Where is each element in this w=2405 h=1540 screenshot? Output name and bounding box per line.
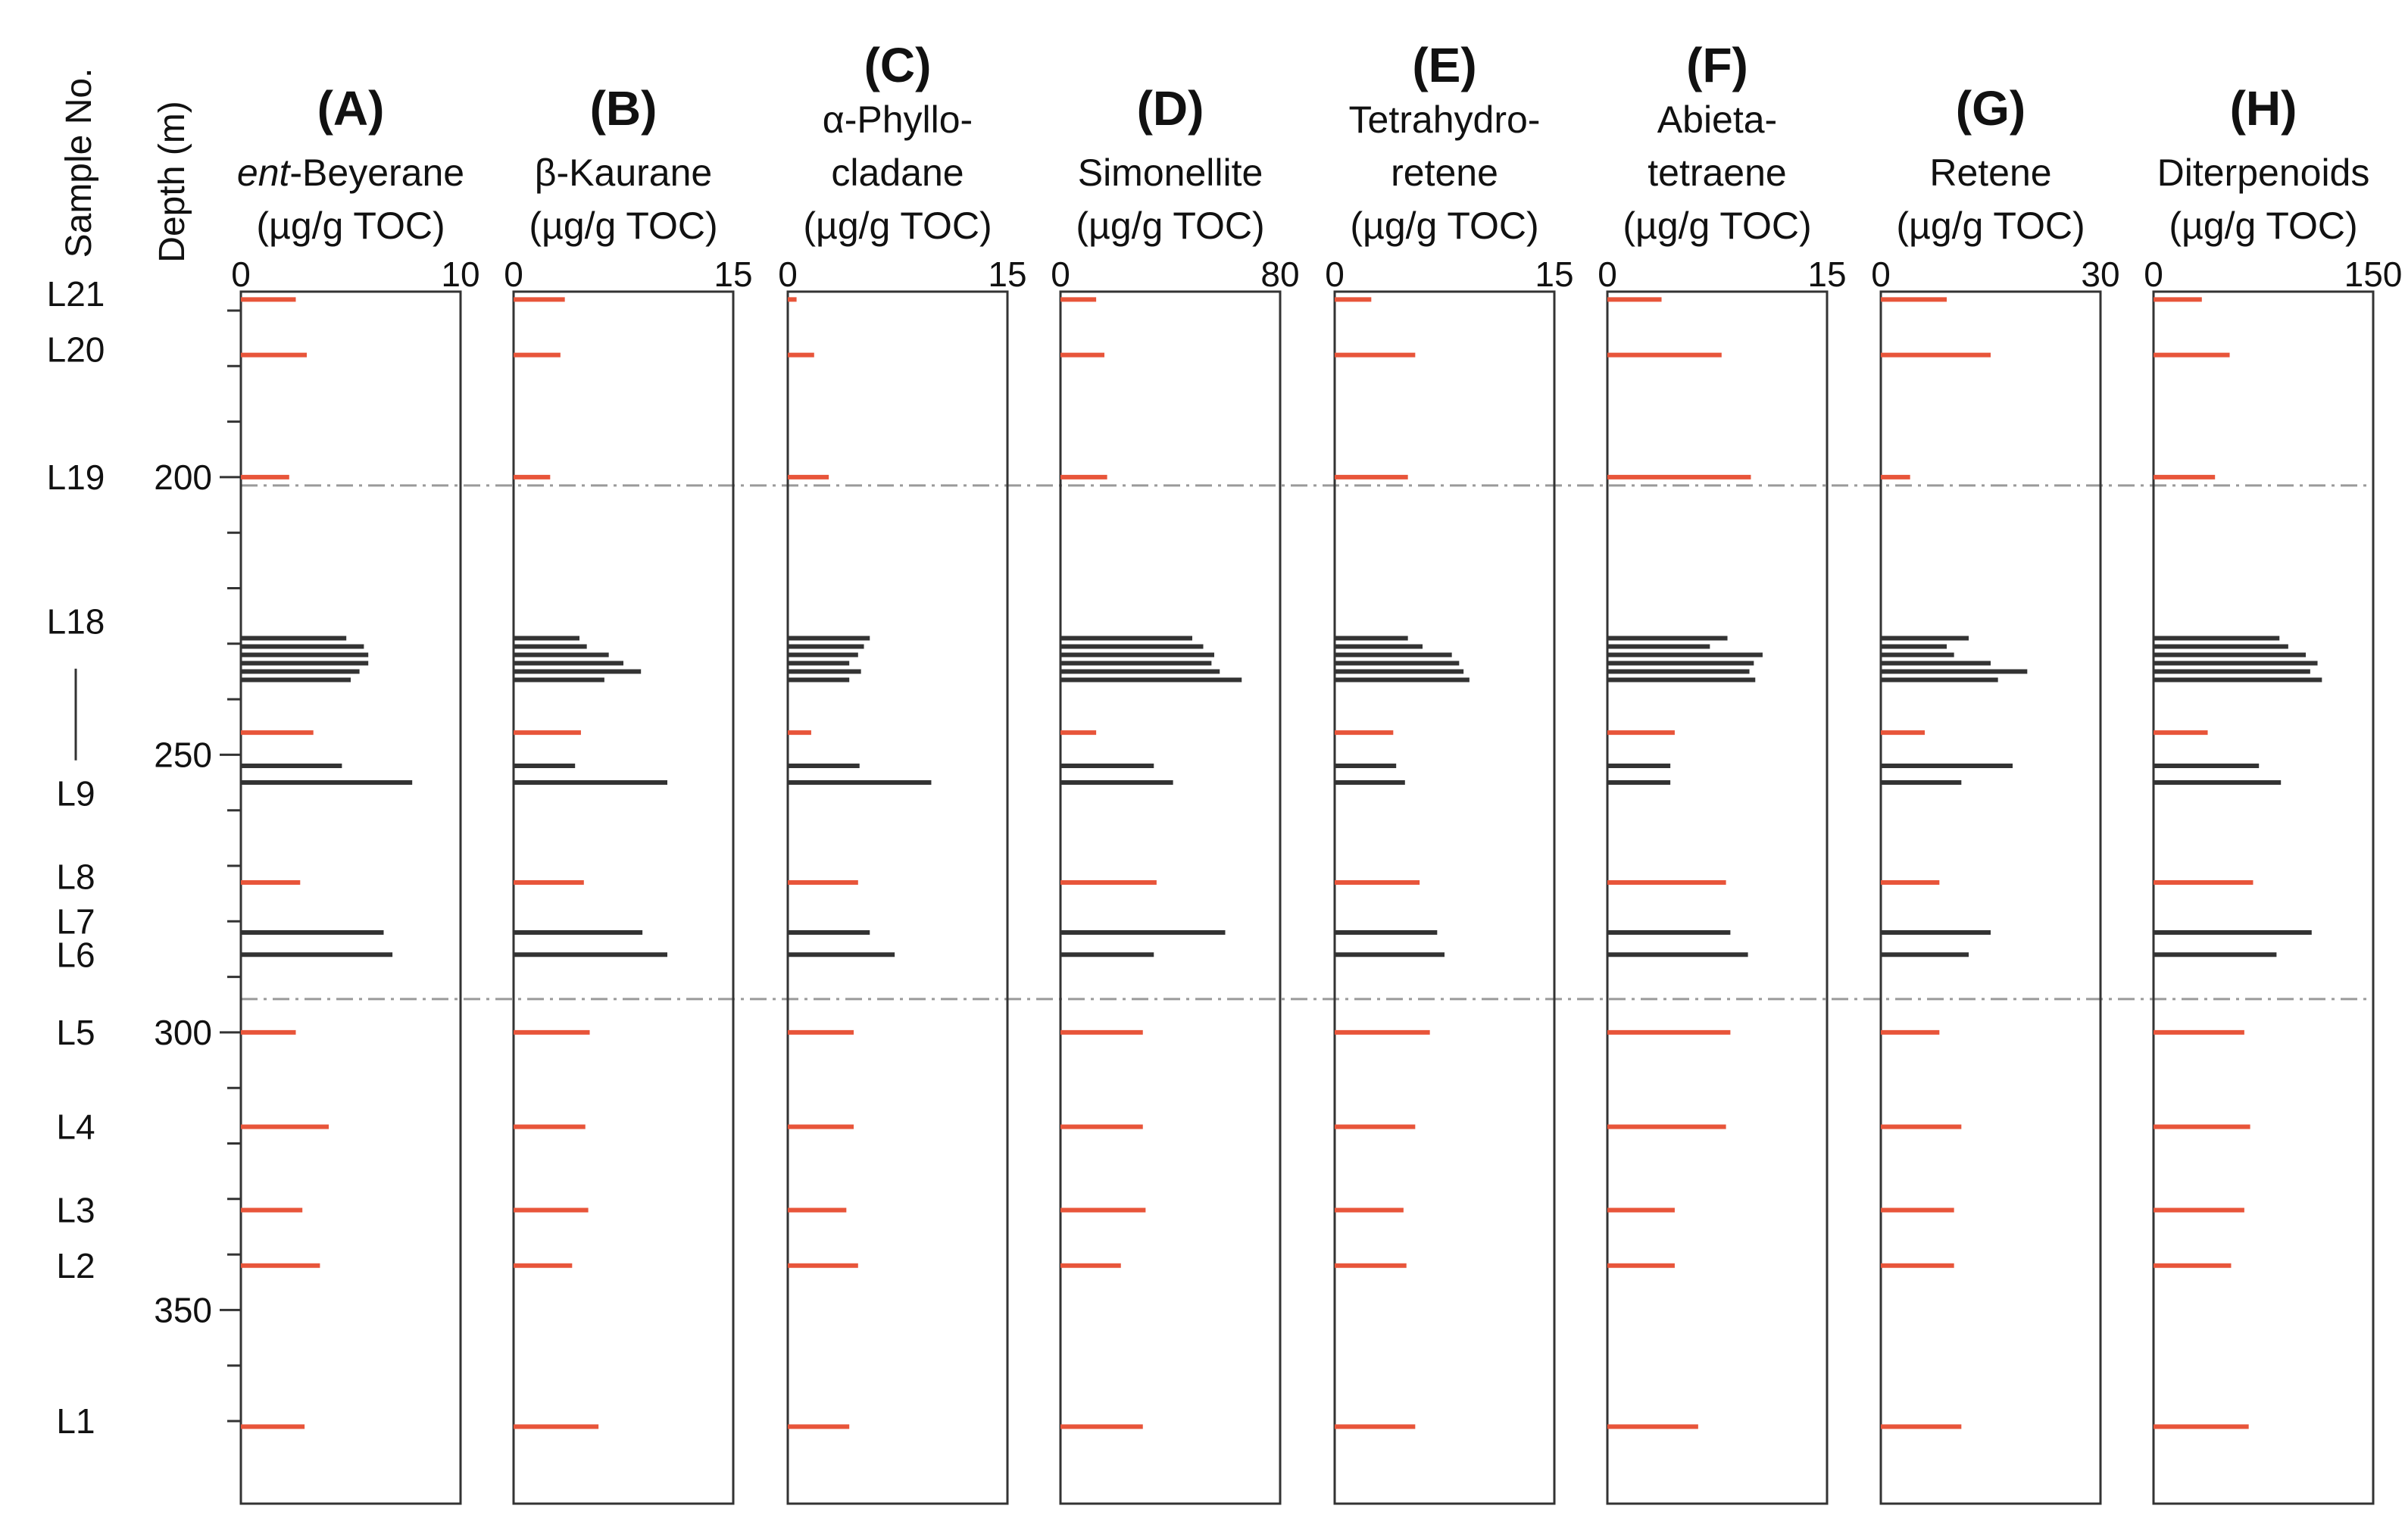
x-tick-label: 0 — [1871, 255, 1891, 294]
panel-title-line: Abieta- — [1657, 98, 1777, 141]
depth-axis-title: Depth (m) — [152, 101, 192, 262]
panel-frame — [512, 290, 735, 1505]
panel-title-line: (µg/g TOC) — [803, 205, 992, 247]
panel-letter: (G) — [1956, 81, 2026, 136]
sample-label: L5 — [56, 1013, 95, 1052]
sample-label: L2 — [56, 1246, 95, 1285]
sample-label: L21 — [47, 274, 105, 314]
panel-title-line: (µg/g TOC) — [256, 205, 445, 247]
panel-frame — [1606, 290, 1829, 1505]
sample-label: L7 — [56, 901, 95, 941]
panel: (F) Abieta-tetraene (µg/g TOC)0 15 — [1598, 38, 1847, 1505]
panels: (A)ent-Beyerane(µg/g TOC)0 10(B)β-Kaurane… — [231, 38, 2403, 1505]
panel-title-line: α-Phyllo- — [823, 98, 973, 141]
panel: (A) ent-Beyerane (µg/g TOC)0 10 — [231, 81, 480, 1505]
panel: (C) α-Phyllo-cladane (µg/g TOC)0 15 — [778, 38, 1027, 1505]
panel: (D) Simonellite (µg/g TOC)0 80 — [1051, 81, 1300, 1505]
sample-label: L8 — [56, 857, 95, 897]
panel-title-line: Retene — [1929, 152, 2051, 194]
sample-label: L6 — [56, 935, 95, 974]
x-tick-label: 0 — [1325, 255, 1345, 294]
sample-label: L19 — [47, 458, 105, 497]
depth-tick-label: 250 — [154, 735, 212, 774]
x-tick-label: 15 — [1535, 255, 1573, 294]
panel-letter: (B) — [590, 81, 657, 136]
panel-letter: (C) — [864, 38, 932, 92]
panel-title-line: (µg/g TOC) — [1350, 205, 1538, 247]
panel-title-line: (µg/g TOC) — [2169, 205, 2357, 247]
x-tick-label: 80 — [1260, 255, 1299, 294]
depth-tick-label: 200 — [154, 458, 212, 497]
panel-title-line: (µg/g TOC) — [1623, 205, 1811, 247]
italic-prefix: ent — [237, 152, 292, 194]
panel-title-line: Simonellite — [1078, 152, 1263, 194]
panel-title-line: ent-Beyerane — [237, 152, 464, 194]
depth-tick-label: 300 — [154, 1013, 212, 1052]
sample-label: L9 — [56, 774, 95, 814]
panel-letter: (F) — [1686, 38, 1748, 92]
panel: (B) β-Kaurane (µg/g TOC)0 15 — [504, 81, 753, 1505]
panel-title-line: Tetrahydro- — [1349, 98, 1541, 141]
panel-frame — [1059, 290, 1282, 1505]
sample-axis-title: Sample No. — [59, 68, 99, 258]
panel-title-line: (µg/g TOC) — [1896, 205, 2085, 247]
depth-tick-label: 350 — [154, 1290, 212, 1329]
unit-boundaries — [241, 484, 2367, 1001]
x-tick-label: 0 — [1598, 255, 1617, 294]
panel-frame — [239, 290, 462, 1505]
x-tick-label: 0 — [778, 255, 798, 294]
panel-title-line: β-Kaurane — [535, 152, 712, 194]
panel: (H) Diterpenoids (µg/g TOC)0 150 — [2144, 81, 2403, 1505]
title-rest: -Beyerane — [289, 152, 464, 194]
panel-letter: (E) — [1412, 38, 1476, 92]
x-tick-label: 15 — [1807, 255, 1846, 294]
panel-frame — [2152, 290, 2375, 1505]
x-tick-label: 10 — [441, 255, 479, 294]
x-tick-label: 15 — [714, 255, 752, 294]
sample-label: L3 — [56, 1190, 95, 1229]
panel-frame — [786, 290, 1009, 1505]
panel: (G) Retene (µg/g TOC)0 30 — [1871, 81, 2120, 1505]
panel-frame — [1879, 290, 2102, 1505]
panel-letter: (D) — [1137, 81, 1204, 136]
panel-frame — [1333, 290, 1556, 1505]
sample-label: L18 — [47, 601, 105, 641]
x-tick-label: 0 — [2144, 255, 2163, 294]
sample-label: L4 — [56, 1107, 95, 1147]
panel: (E) Tetrahydro-retene (µg/g TOC)0 15 — [1325, 38, 1574, 1505]
x-tick-label: 0 — [231, 255, 251, 294]
x-tick-label: 15 — [988, 255, 1026, 294]
x-tick-label: 150 — [2344, 255, 2403, 294]
panel-title-line: (µg/g TOC) — [1076, 205, 1264, 247]
panel-title-line: retene — [1391, 152, 1498, 194]
sample-label: L1 — [56, 1401, 95, 1441]
x-tick-label: 0 — [504, 255, 523, 294]
x-tick-label: 0 — [1051, 255, 1070, 294]
sample-label: L20 — [47, 330, 105, 369]
x-tick-label: 30 — [2081, 255, 2119, 294]
panel-title-line: tetraene — [1648, 152, 1786, 194]
depth-axis: 200 250 300 350 Depth (m) Sample No. L21 L20 L19… — [47, 68, 241, 1441]
panel-title-line: Diterpenoids — [2157, 152, 2370, 194]
panel-title-line: (µg/g TOC) — [529, 205, 717, 247]
panel-letter: (H) — [2230, 81, 2297, 136]
panel-title-line: cladane — [831, 152, 964, 194]
panel-letter: (A) — [317, 81, 385, 136]
